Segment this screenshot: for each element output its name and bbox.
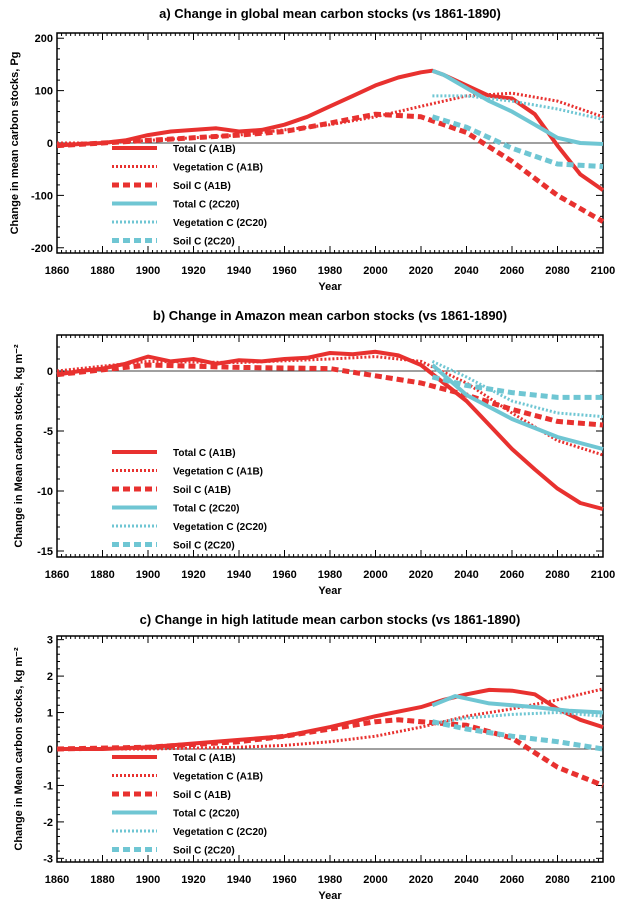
y-tick-label: -1 bbox=[43, 780, 53, 792]
x-tick-label: 1900 bbox=[136, 874, 160, 886]
series-line-2 bbox=[56, 362, 604, 428]
legend-label: Total C (2C20) bbox=[173, 809, 240, 820]
x-tick-label: 2080 bbox=[545, 265, 569, 277]
x-tick-label: 2040 bbox=[454, 265, 478, 277]
series-line-1 bbox=[57, 91, 604, 145]
x-tick-label: 2000 bbox=[363, 874, 387, 886]
series-line-2 bbox=[56, 111, 605, 224]
y-tick-label: 3 bbox=[47, 635, 53, 647]
x-axis-label: Year bbox=[318, 281, 342, 293]
series-line-5 bbox=[431, 114, 604, 170]
legend-label: Vegetation C (2C20) bbox=[173, 827, 267, 838]
x-tick-label: 1940 bbox=[227, 569, 251, 581]
x-tick-label: 2040 bbox=[454, 569, 478, 581]
legend-label: Vegetation C (A1B) bbox=[173, 467, 263, 478]
x-tick-label: 1880 bbox=[90, 569, 114, 581]
series-line-4 bbox=[432, 94, 604, 121]
x-tick-label: 2080 bbox=[545, 569, 569, 581]
y-tick-label: 100 bbox=[35, 86, 53, 98]
y-tick-label: 1 bbox=[47, 708, 53, 720]
x-tick-label: 1920 bbox=[181, 569, 205, 581]
x-tick-label: 1900 bbox=[136, 569, 160, 581]
legend-label: Total C (A1B) bbox=[173, 753, 236, 764]
x-tick-label: 1960 bbox=[272, 874, 296, 886]
y-tick-label: 0 bbox=[47, 138, 53, 150]
chart-title: b) Change in Amazon mean carbon stocks (… bbox=[153, 308, 507, 323]
legend-label: Total C (2C20) bbox=[173, 200, 240, 211]
y-tick-label: -200 bbox=[31, 243, 53, 255]
y-tick-label: 200 bbox=[35, 33, 53, 45]
x-tick-label: 1860 bbox=[45, 874, 69, 886]
y-tick-label: -15 bbox=[37, 546, 53, 558]
x-tick-label: 1880 bbox=[90, 265, 114, 277]
legend-label: Soil C (A1B) bbox=[173, 790, 231, 801]
x-tick-label: 1940 bbox=[227, 874, 251, 886]
legend-label: Soil C (A1B) bbox=[173, 485, 231, 496]
x-tick-label: 2000 bbox=[363, 569, 387, 581]
x-tick-label: 2100 bbox=[591, 569, 615, 581]
x-tick-label: 1920 bbox=[181, 265, 205, 277]
series-line-4 bbox=[431, 360, 604, 419]
legend-label: Soil C (2C20) bbox=[173, 541, 235, 552]
series-line-3 bbox=[431, 68, 604, 146]
series-line-0 bbox=[57, 687, 604, 751]
x-tick-label: 1900 bbox=[136, 265, 160, 277]
x-tick-label: 1860 bbox=[45, 569, 69, 581]
legend-label: Soil C (A1B) bbox=[173, 181, 231, 192]
legend-label: Vegetation C (2C20) bbox=[173, 522, 267, 533]
x-tick-label: 1880 bbox=[90, 874, 114, 886]
chart-title: a) Change in global mean carbon stocks (… bbox=[159, 6, 501, 21]
x-tick-label: 1860 bbox=[45, 265, 69, 277]
x-tick-label: 2000 bbox=[363, 265, 387, 277]
y-tick-label: -3 bbox=[43, 853, 53, 865]
y-tick-label: 0 bbox=[47, 744, 53, 756]
legend-label: Total C (A1B) bbox=[173, 144, 236, 155]
series-line-3 bbox=[431, 694, 604, 715]
legend-label: Vegetation C (2C20) bbox=[173, 218, 267, 229]
y-tick-label: -2 bbox=[43, 817, 53, 829]
x-axis-label: Year bbox=[318, 585, 342, 597]
series-line-5 bbox=[431, 719, 604, 752]
y-tick-label: -100 bbox=[31, 190, 53, 202]
series-line-2 bbox=[56, 717, 604, 788]
x-tick-label: 2020 bbox=[409, 874, 433, 886]
x-tick-label: 1980 bbox=[318, 265, 342, 277]
x-tick-label: 2020 bbox=[409, 265, 433, 277]
y-tick-label: 0 bbox=[47, 366, 53, 378]
series-line-4 bbox=[432, 711, 604, 725]
x-tick-label: 1980 bbox=[318, 874, 342, 886]
y-tick-label: -5 bbox=[43, 426, 53, 438]
x-axis-label: Year bbox=[318, 890, 342, 902]
x-tick-label: 2020 bbox=[409, 569, 433, 581]
y-axis-label: Change in mean carbon stocks, Pg bbox=[9, 52, 21, 235]
x-tick-label: 2080 bbox=[545, 874, 569, 886]
series-line-0 bbox=[56, 349, 604, 511]
series-line-0 bbox=[56, 68, 605, 192]
legend-label: Soil C (2C20) bbox=[173, 237, 235, 248]
x-tick-label: 2100 bbox=[591, 874, 615, 886]
x-tick-label: 1980 bbox=[318, 569, 342, 581]
y-tick-label: -10 bbox=[37, 486, 53, 498]
y-tick-label: 2 bbox=[47, 671, 53, 683]
chart-title: c) Change in high latitude mean carbon s… bbox=[140, 612, 521, 627]
legend-label: Vegetation C (A1B) bbox=[173, 772, 263, 783]
x-tick-label: 1960 bbox=[272, 569, 296, 581]
legend-label: Soil C (2C20) bbox=[173, 846, 235, 857]
x-tick-label: 2060 bbox=[500, 874, 524, 886]
x-tick-label: 1940 bbox=[227, 265, 251, 277]
legend-label: Total C (2C20) bbox=[173, 504, 240, 515]
y-axis-label: Change in Mean carbon stocks, kg m⁻² bbox=[13, 344, 25, 548]
x-tick-label: 2060 bbox=[500, 569, 524, 581]
x-tick-label: 2060 bbox=[500, 265, 524, 277]
y-axis-label: Change in Mean carbon stocks, kg m⁻² bbox=[13, 647, 25, 851]
x-tick-label: 1960 bbox=[272, 265, 296, 277]
series-line-1 bbox=[57, 687, 604, 751]
legend-label: Total C (A1B) bbox=[173, 448, 236, 459]
series-line-5 bbox=[431, 374, 603, 400]
x-tick-label: 2040 bbox=[454, 874, 478, 886]
x-tick-label: 1920 bbox=[181, 874, 205, 886]
x-tick-label: 2100 bbox=[591, 265, 615, 277]
legend-label: Vegetation C (A1B) bbox=[173, 163, 263, 174]
